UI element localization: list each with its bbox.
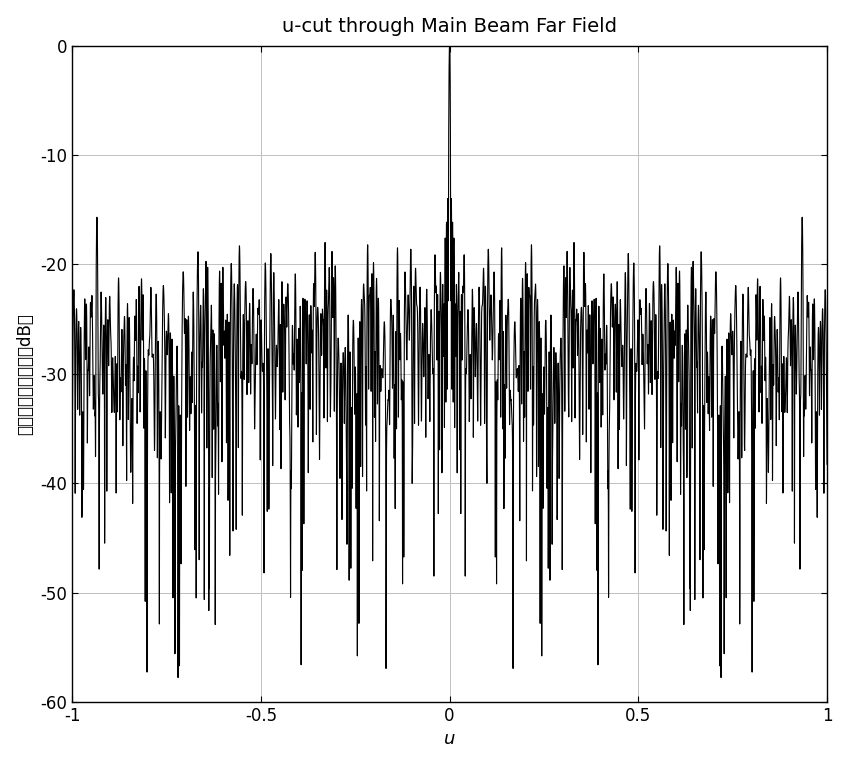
Title: u-cut through Main Beam Far Field: u-cut through Main Beam Far Field — [282, 17, 617, 36]
Y-axis label: 归一化远场方向图（dB）: 归一化远场方向图（dB） — [17, 313, 35, 435]
X-axis label: u: u — [444, 731, 455, 748]
